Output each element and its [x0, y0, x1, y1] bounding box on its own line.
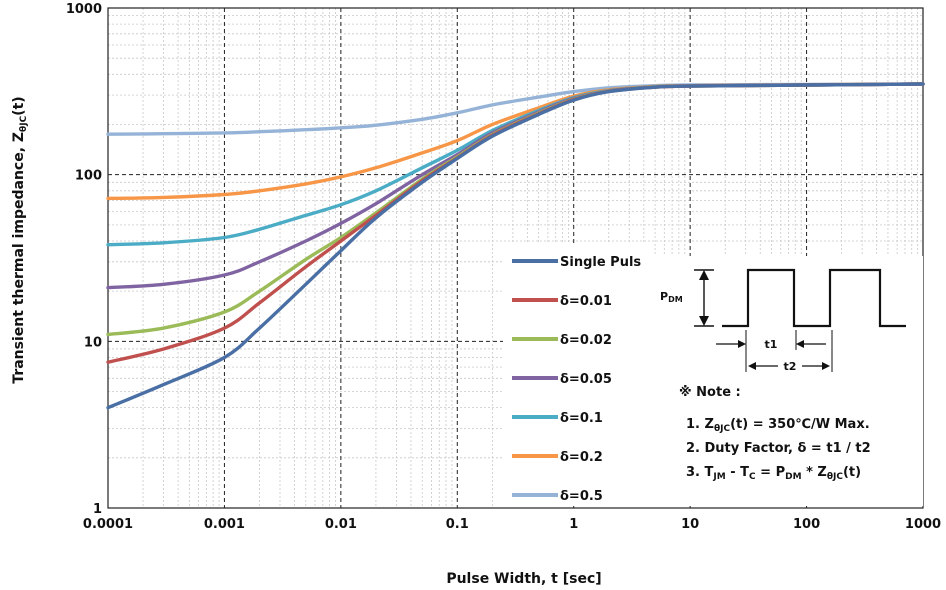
- x-tick-label: 100: [793, 517, 820, 532]
- x-tick-label: 1: [569, 517, 578, 532]
- x-tick-label: 0.001: [204, 517, 245, 532]
- t2-label: t2: [784, 360, 797, 373]
- legend-label: δ=0.2: [560, 450, 603, 465]
- y-tick-label: 100: [75, 169, 102, 184]
- y-tick-labels: 1 10 100 1000: [66, 2, 102, 517]
- note-line-1: 1. ZθJC(t) = 350℃/W Max.: [686, 417, 870, 434]
- y-axis-label: Transient thermal impedance, ZθJC(t): [11, 96, 29, 383]
- y-tick-label: 10: [84, 335, 102, 350]
- legend-label: δ=0.5: [560, 489, 603, 504]
- x-axis-label: Pulse Width, t [sec]: [446, 571, 601, 587]
- legend-label: δ=0.05: [560, 372, 612, 387]
- y-axis-label-main: Transient thermal impedance, Z: [11, 132, 27, 384]
- x-tick-label: 0.01: [325, 517, 357, 532]
- x-tick-labels: 0.0001 0.001 0.01 0.1 1 10 100 1000: [83, 517, 941, 532]
- y-tick-label: 1000: [66, 2, 102, 17]
- y-axis-label-tail: (t): [11, 96, 27, 116]
- y-axis-label-sub: θJC: [19, 115, 29, 132]
- x-tick-label: 0.1: [446, 517, 469, 532]
- note-line-2: 2. Duty Factor, δ = t1 / t2: [686, 441, 871, 456]
- note-heading: ※ Note :: [679, 385, 741, 400]
- series-line: [108, 84, 923, 245]
- x-tick-label: 0.0001: [83, 517, 133, 532]
- y-tick-label: 1: [93, 502, 102, 517]
- legend-label: δ=0.01: [560, 294, 612, 309]
- legend-label: δ=0.02: [560, 333, 612, 348]
- x-tick-label: 10: [681, 517, 699, 532]
- x-tick-label: 1000: [905, 517, 941, 532]
- legend-label: δ=0.1: [560, 411, 603, 426]
- t1-label: t1: [765, 338, 778, 351]
- legend-label: Single Puls: [560, 255, 641, 270]
